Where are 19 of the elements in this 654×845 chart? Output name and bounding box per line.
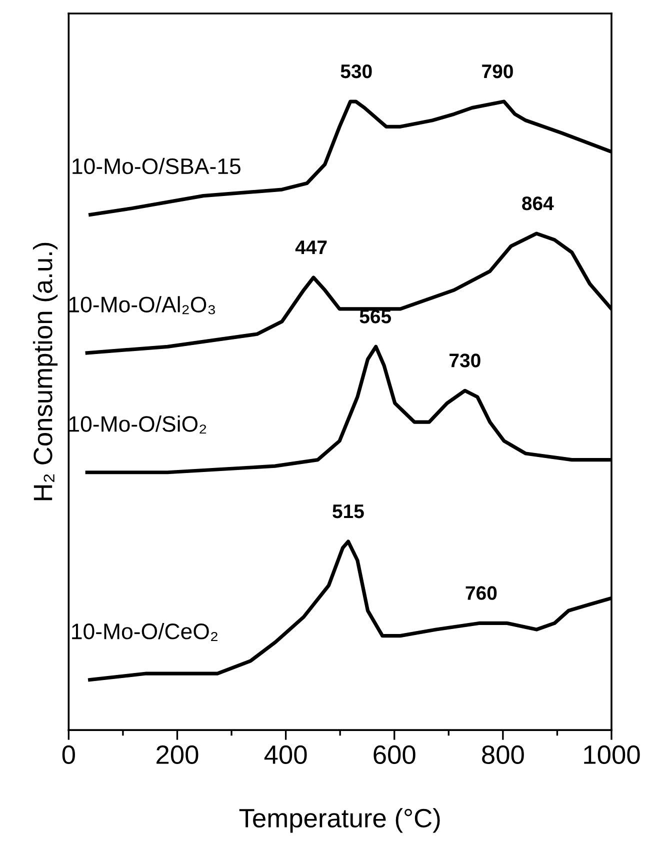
annotation: 790	[482, 64, 513, 78]
annotation: 730	[450, 354, 480, 368]
annotation: 864	[522, 196, 554, 210]
x-tick-label: 400	[264, 745, 307, 764]
series-label: 10-Mo-O/Al₂O₃	[69, 296, 215, 314]
annotation: 447	[295, 240, 327, 254]
series-label: 10-Mo-O/SiO₂	[69, 416, 206, 434]
x-tick-label: 0	[62, 745, 75, 764]
y-axis-title: H₂ Consumption (a.u.)	[32, 242, 58, 500]
series-label: 10-Mo-O/SBA-15	[72, 158, 240, 174]
x-axis-title: Temperature (°C)	[239, 808, 440, 833]
x-tick-label: 1000	[584, 745, 640, 764]
x-tick-label: 200	[156, 745, 198, 764]
annotation: 760	[466, 586, 497, 600]
annotation: 530	[340, 64, 372, 78]
x-tick-label: 600	[374, 745, 416, 764]
annotation: 515	[332, 504, 364, 518]
series-label: 10-Mo-O/CeO₂	[72, 622, 218, 641]
x-tick-label: 800	[482, 745, 524, 764]
